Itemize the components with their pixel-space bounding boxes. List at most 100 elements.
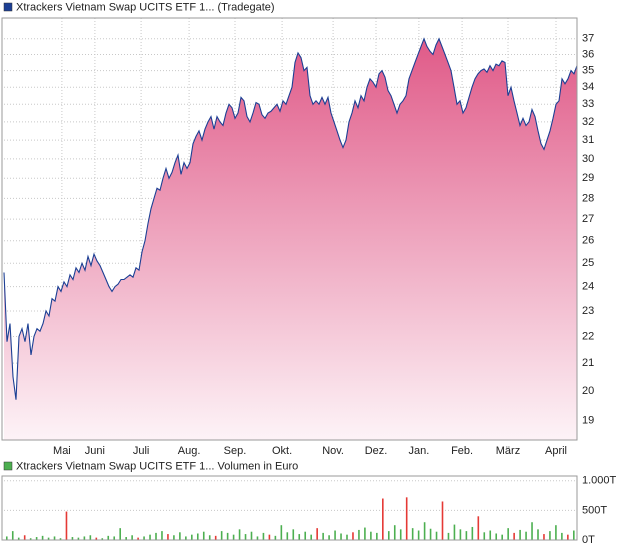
volume-bar xyxy=(214,535,217,540)
volume-bar xyxy=(304,531,307,540)
y-tick-label: 1.000T xyxy=(582,475,617,487)
volume-bar xyxy=(358,529,360,540)
volume-bar xyxy=(465,531,468,540)
plot-frame xyxy=(1,475,578,541)
volume-bar xyxy=(346,534,348,540)
volume-bar xyxy=(310,534,312,540)
volume-bar xyxy=(71,537,74,540)
volume-bar xyxy=(47,537,50,540)
volume-bar xyxy=(107,535,110,540)
y-tick-label: 27 xyxy=(582,213,594,225)
volume-bar xyxy=(185,536,187,540)
y-tick-label: 33 xyxy=(582,98,594,110)
volume-bar xyxy=(5,536,8,540)
y-tick-label: 28 xyxy=(582,192,594,204)
volume-bar xyxy=(11,531,14,540)
volume-bar xyxy=(137,537,139,540)
volume-bar xyxy=(113,536,116,540)
plot-frame xyxy=(1,17,578,441)
x-tick-label: Nov. xyxy=(322,445,344,457)
legend-swatch xyxy=(3,2,13,12)
area xyxy=(4,38,577,441)
volume-bar xyxy=(35,537,38,540)
x-tick-label: Feb. xyxy=(451,445,473,457)
volume-bar xyxy=(173,535,175,540)
volume-bar xyxy=(370,531,372,540)
y-tick-label: 22 xyxy=(582,330,594,342)
y-tick-label: 29 xyxy=(582,172,594,184)
volume-bar xyxy=(167,534,169,540)
volume-bar xyxy=(155,532,157,540)
y-tick-label: 31 xyxy=(582,134,594,146)
volume-bar xyxy=(17,537,20,540)
y-tick-label: 23 xyxy=(582,305,594,317)
volume-bar xyxy=(65,511,68,540)
volume-bar xyxy=(232,534,235,540)
y-tick-label: 21 xyxy=(582,357,594,369)
volume-bar xyxy=(262,532,265,540)
x-tick-label: Sep. xyxy=(224,445,247,457)
x-tick-label: März xyxy=(496,445,520,457)
volume-bar xyxy=(292,529,295,540)
volume-bar xyxy=(495,533,498,540)
volume-bar xyxy=(286,532,289,540)
legend-label: Xtrackers Vietnam Swap UCITS ETF 1... Vo… xyxy=(16,460,298,472)
volume-bar xyxy=(53,536,56,540)
volume-bar xyxy=(119,528,121,540)
volume-bar xyxy=(280,525,283,540)
x-tick-label: Okt. xyxy=(272,445,292,457)
volume-bar xyxy=(316,528,318,540)
x-tick-label: Jan. xyxy=(409,445,430,457)
volume-bar xyxy=(561,532,563,540)
y-tick-label: 20 xyxy=(582,385,594,397)
y-tick-label: 24 xyxy=(582,281,594,293)
volume-bar xyxy=(191,534,193,540)
y-tick-label: 500T xyxy=(582,504,607,516)
volume-bar xyxy=(376,532,378,540)
x-tick-label: Dez. xyxy=(365,445,388,457)
x-tick-label: Aug. xyxy=(178,445,201,457)
volume-bar xyxy=(447,532,450,540)
volume-bar xyxy=(23,535,26,540)
y-tick-label: 30 xyxy=(582,153,594,165)
volume-bar xyxy=(489,530,492,540)
volume-bar xyxy=(501,534,503,540)
volume-bar xyxy=(423,522,426,540)
volume-bar xyxy=(399,529,402,540)
volume-bar xyxy=(83,536,86,540)
volume-bar xyxy=(411,528,414,540)
line xyxy=(3,37,578,400)
volume-bar xyxy=(196,533,199,540)
volume-bar xyxy=(429,528,432,540)
volume-bar xyxy=(101,538,104,540)
volume-bar xyxy=(453,524,456,540)
y-tick-label: 0T xyxy=(582,534,595,546)
volume-bar xyxy=(549,531,551,540)
x-tick-label: Mai xyxy=(53,445,71,457)
y-tick-label: 25 xyxy=(582,257,594,269)
volume-bar xyxy=(161,531,163,540)
volume-bar xyxy=(274,535,277,540)
volume-bar xyxy=(322,532,324,540)
volume-bar xyxy=(95,537,98,540)
volume-bar xyxy=(250,531,253,540)
volume-bar xyxy=(202,531,205,540)
volume-bar xyxy=(244,534,247,540)
volume-bar xyxy=(441,501,444,540)
y-tick-label: 35 xyxy=(582,64,594,76)
volume-bar xyxy=(334,530,336,540)
volume-bar xyxy=(41,535,44,540)
volume-bar xyxy=(573,530,575,540)
volume-bar xyxy=(567,534,569,540)
volume-bar xyxy=(387,531,390,540)
volume-bar xyxy=(256,536,259,540)
x-tick-label: Juni xyxy=(85,445,105,457)
volume-bar xyxy=(459,529,462,540)
volume-bar xyxy=(149,534,151,540)
volume-bar xyxy=(417,530,420,540)
volume-bar xyxy=(238,529,241,540)
volume-bar xyxy=(393,525,396,540)
volume-bar xyxy=(59,538,62,540)
